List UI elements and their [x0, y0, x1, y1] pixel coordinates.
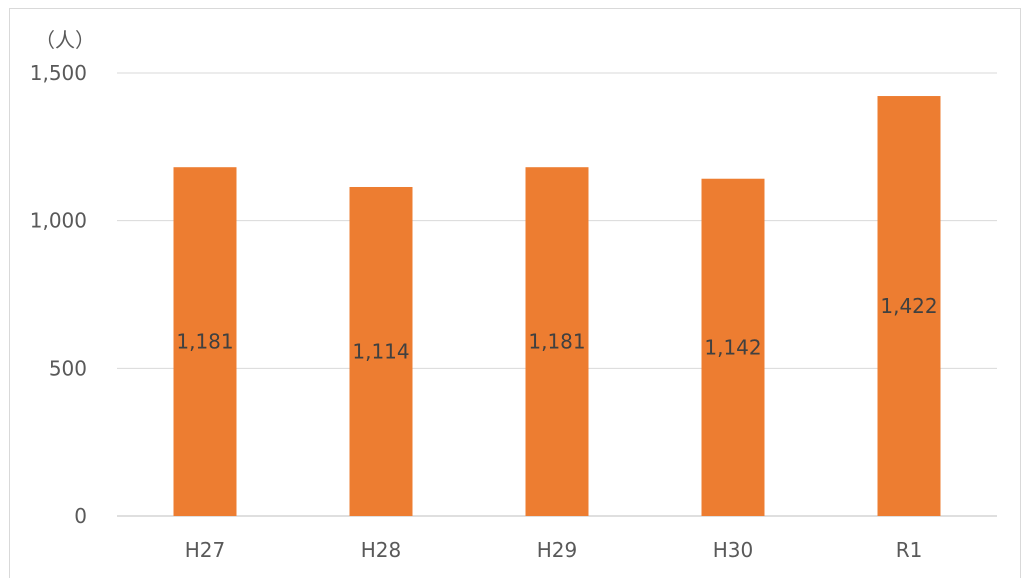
data-label: 1,422 — [880, 294, 937, 318]
x-tick-label: H30 — [713, 538, 754, 562]
data-label: 1,114 — [352, 339, 409, 363]
y-unit-label: （人） — [35, 28, 95, 52]
bar — [173, 167, 237, 516]
bar — [349, 186, 413, 517]
x-tick-label: H29 — [537, 538, 578, 562]
x-tick-label: R1 — [896, 538, 923, 562]
bar — [701, 178, 765, 516]
x-tick-label: H27 — [185, 538, 226, 562]
y-tick-label: 1,000 — [30, 209, 87, 233]
data-label: 1,142 — [704, 335, 761, 359]
y-tick-label: 1,500 — [30, 61, 87, 85]
y-tick-label: 0 — [74, 504, 87, 528]
y-axis-ticks: 0 500 1,000 1,500 — [30, 61, 87, 528]
bars — [173, 96, 941, 517]
x-tick-label: H28 — [361, 538, 402, 562]
x-axis-ticks: H27 H28 H29 H30 R1 — [185, 538, 923, 562]
data-label: 1,181 — [528, 330, 585, 354]
bar — [525, 167, 589, 516]
y-tick-label: 500 — [49, 356, 87, 380]
bar — [877, 96, 941, 516]
data-label: 1,181 — [176, 330, 233, 354]
chart-frame — [9, 8, 1021, 578]
data-labels: 1,181 1,114 1,181 1,142 1,422 — [176, 294, 937, 363]
